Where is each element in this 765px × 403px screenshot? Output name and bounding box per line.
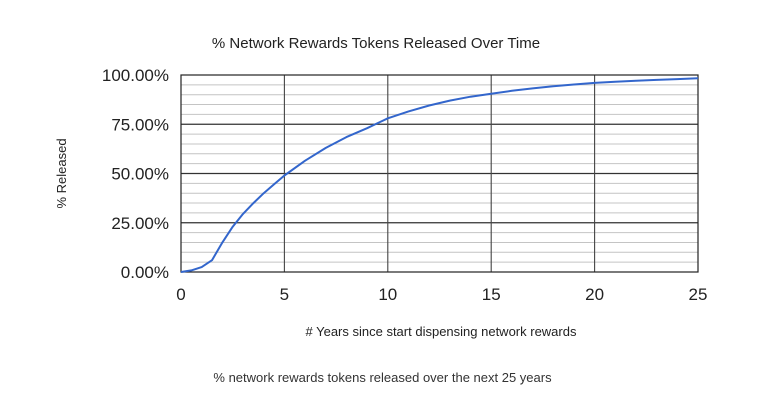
x-tick-label: 20: [585, 285, 604, 304]
y-tick-label: 100.00%: [102, 66, 169, 85]
x-tick-label: 0: [176, 285, 185, 304]
x-tick-label: 25: [689, 285, 708, 304]
y-tick-label: 0.00%: [121, 263, 169, 282]
chart-title: % Network Rewards Tokens Released Over T…: [212, 35, 540, 52]
x-axis-label: # Years since start dispensing network r…: [306, 324, 577, 339]
x-axis-ticks: 0 5 10 15 20 25: [176, 285, 707, 304]
y-axis-ticks: 0.00% 25.00% 50.00% 75.00% 100.00%: [102, 66, 169, 282]
chart: % Network Rewards Tokens Released Over T…: [54, 35, 707, 339]
series-layer: [180, 77, 699, 273]
y-tick-label: 50.00%: [111, 165, 169, 184]
minor-gridlines: [181, 84, 698, 263]
plot-frame: [180, 74, 699, 273]
y-tick-label: 75.00%: [111, 115, 169, 134]
x-tick-label: 10: [378, 285, 397, 304]
y-tick-label: 25.00%: [111, 214, 169, 233]
x-tick-label: 15: [482, 285, 501, 304]
x-tick-label: 5: [280, 285, 289, 304]
y-axis-label: % Released: [54, 138, 69, 208]
major-gridlines: [181, 75, 698, 272]
series-line: [180, 77, 699, 273]
chart-caption: % network rewards tokens released over t…: [213, 370, 552, 385]
